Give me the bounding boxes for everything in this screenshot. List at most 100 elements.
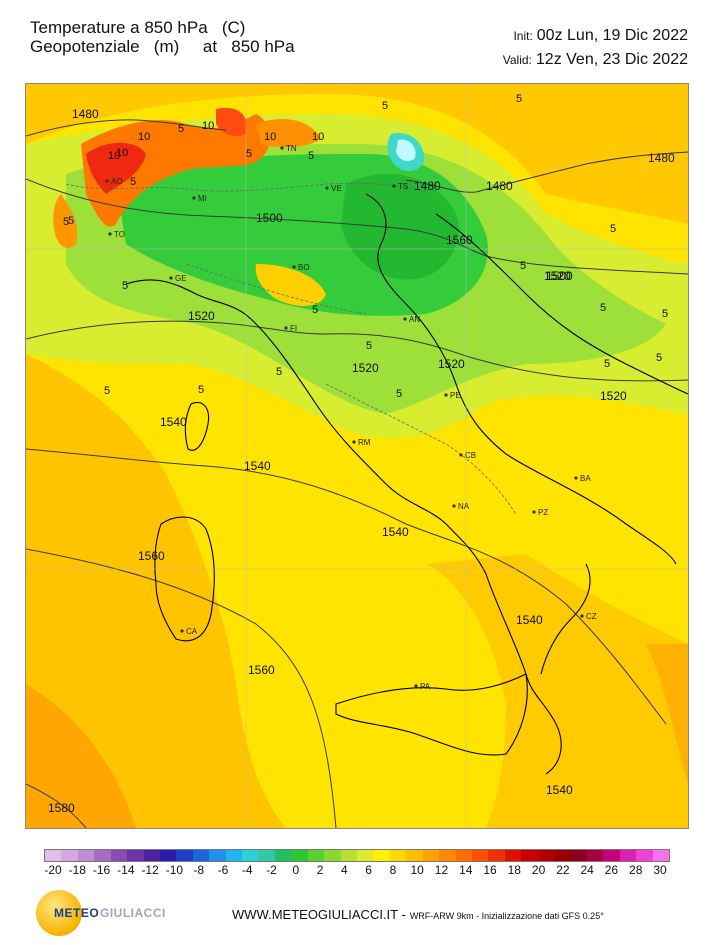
colorbar-swatch xyxy=(143,850,160,861)
temp-field-hot-pocket-1 xyxy=(86,142,146,194)
colorbar-tick-label: -6 xyxy=(217,863,229,877)
colorbar-tick-label: 14 xyxy=(459,863,473,877)
temp-label-5: 5 xyxy=(198,384,204,396)
colorbar-swatch xyxy=(455,850,472,861)
colorbar-swatch xyxy=(45,850,62,861)
city-label-cz: CZ xyxy=(586,612,597,621)
colorbar-swatch xyxy=(422,850,440,861)
contour-label-1580: 1580 xyxy=(48,801,75,815)
contour-1480-nw xyxy=(26,119,227,137)
city-marker-ts xyxy=(392,184,396,188)
colorbar-swatch xyxy=(471,850,489,861)
colorbar-swatch xyxy=(521,850,538,861)
contour-label-1500: 1500 xyxy=(546,269,573,283)
contour-label-1540: 1540 xyxy=(244,459,271,473)
weather-map: AO TO MI TN VE TS GE BO FI AN PE RM CB NA BA PZ CA CZ PA 1… xyxy=(25,83,689,829)
border-alps xyxy=(65,182,427,193)
temp-label-5: 5 xyxy=(382,100,388,112)
city-label-pz: PZ xyxy=(538,508,548,517)
temp-label-10: 10 xyxy=(202,120,214,132)
temp-label-5: 5 xyxy=(178,123,184,135)
contour-label-1520: 1520 xyxy=(600,389,627,403)
temp-label-5: 5 xyxy=(104,385,110,397)
colorbar-tick-label: 2 xyxy=(316,863,324,877)
contour-label-1480: 1480 xyxy=(486,179,513,193)
colorbar-swatch xyxy=(439,850,456,861)
city-marker-mi xyxy=(192,196,196,200)
temp-field-cold-core xyxy=(396,139,416,162)
temp-label-5: 5 xyxy=(122,280,128,292)
colorbar-swatch xyxy=(554,850,571,861)
temp-field-warm-alps xyxy=(81,114,271,227)
colorbar-tick-label: -10 xyxy=(165,863,184,877)
colorbar-tick-label: 18 xyxy=(507,863,521,877)
contour-1500 xyxy=(26,178,688,275)
colorbar-swatch xyxy=(94,850,111,861)
city-label-to: TO xyxy=(114,230,125,239)
contour-label-1520: 1520 xyxy=(188,309,215,323)
footer-model-info: WRF-ARW 9km - Inizializzazione dati GFS … xyxy=(409,911,604,921)
city-label-fi: FI xyxy=(290,324,297,333)
title-line-1: Temperature a 850 hPa (C) xyxy=(30,18,246,37)
coast-calabria xyxy=(540,563,591,675)
island-sardinia xyxy=(154,516,215,642)
contour-label-1540: 1540 xyxy=(546,783,573,797)
colorbar-swatch xyxy=(307,850,325,861)
temp-label-5: 5 xyxy=(662,308,668,320)
city-label-ca: CA xyxy=(186,627,198,636)
temp-label-10: 10 xyxy=(264,131,276,143)
colorbar-swatch xyxy=(570,850,587,861)
colorbar-tick-label: 8 xyxy=(389,863,397,877)
city-label-ba: BA xyxy=(580,474,591,483)
temp-field-dark-green xyxy=(341,174,459,280)
city-marker-ao xyxy=(105,179,109,183)
colorbar-tick-label: -8 xyxy=(193,863,205,877)
island-corsica xyxy=(184,401,210,451)
city-labels: AO TO MI TN VE TS GE BO FI AN PE RM CB NA BA PZ CA CZ PA xyxy=(105,144,597,691)
city-marker-to xyxy=(108,232,112,236)
city-label-an: AN xyxy=(409,315,420,324)
colorbar-swatch xyxy=(159,850,177,861)
colorbar-swatch xyxy=(291,850,308,861)
temp-label-10: 10 xyxy=(116,147,128,159)
city-marker-ve xyxy=(325,186,329,190)
colorbar-tick-label: -20 xyxy=(44,863,62,877)
temp-label-5: 5 xyxy=(604,358,610,370)
colorbar-swatch xyxy=(258,850,275,861)
contour-1540 xyxy=(26,448,667,725)
city-marker-cb xyxy=(459,453,463,457)
temp-label-5: 5 xyxy=(312,304,318,316)
meteogiuliacci-logo: METEO GIULIACCI xyxy=(36,890,168,936)
logo-text-giuliacci: GIULIACCI xyxy=(100,906,166,920)
contour-1580 xyxy=(26,783,87,828)
temp-field-warm-pocket-4 xyxy=(53,194,78,249)
city-marker-rm xyxy=(352,440,356,444)
grid-lines xyxy=(26,84,688,828)
city-label-na: NA xyxy=(458,502,470,511)
colorbar-swatch xyxy=(77,850,95,861)
colorbar-tick-label: -14 xyxy=(117,863,135,877)
city-marker-ba xyxy=(574,476,578,480)
logo-text-meteo: METEO xyxy=(54,906,100,920)
city-label-pa: PA xyxy=(420,682,431,691)
contour-label-1500: 1500 xyxy=(256,211,283,225)
temp-label-5: 5 xyxy=(130,176,136,188)
footer-credit: WWW.METEOGIULIACCI.IT - WRF-ARW 9km - Ini… xyxy=(232,907,604,922)
geopotential-contours xyxy=(26,119,688,828)
temp-field-east-orange xyxy=(646,644,688,784)
city-marker-fi xyxy=(284,326,288,330)
city-marker-tn xyxy=(280,146,284,150)
colorbar-swatch xyxy=(110,850,128,861)
island-sicily xyxy=(335,673,528,756)
colorbar-tick-label: 4 xyxy=(341,863,348,877)
city-label-tn: TN xyxy=(286,144,297,153)
city-label-pe: PE xyxy=(450,391,461,400)
city-label-ve: VE xyxy=(331,184,342,193)
temp-label-5: 5 xyxy=(308,150,314,162)
colorbar-tick-label: -16 xyxy=(92,863,111,877)
colorbar-swatch xyxy=(127,850,144,861)
contour-label-1520: 1520 xyxy=(544,269,571,283)
colorbar xyxy=(44,849,670,862)
colorbar-tick-label: 20 xyxy=(531,863,546,877)
